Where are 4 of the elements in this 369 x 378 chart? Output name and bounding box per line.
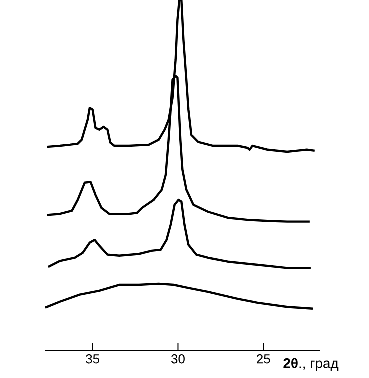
x-axis-title: 2θ., град	[284, 358, 339, 372]
x-tick-label: 35	[86, 354, 100, 364]
x-tick-label: 30	[172, 354, 185, 364]
x-tick-label: 25	[257, 354, 270, 364]
